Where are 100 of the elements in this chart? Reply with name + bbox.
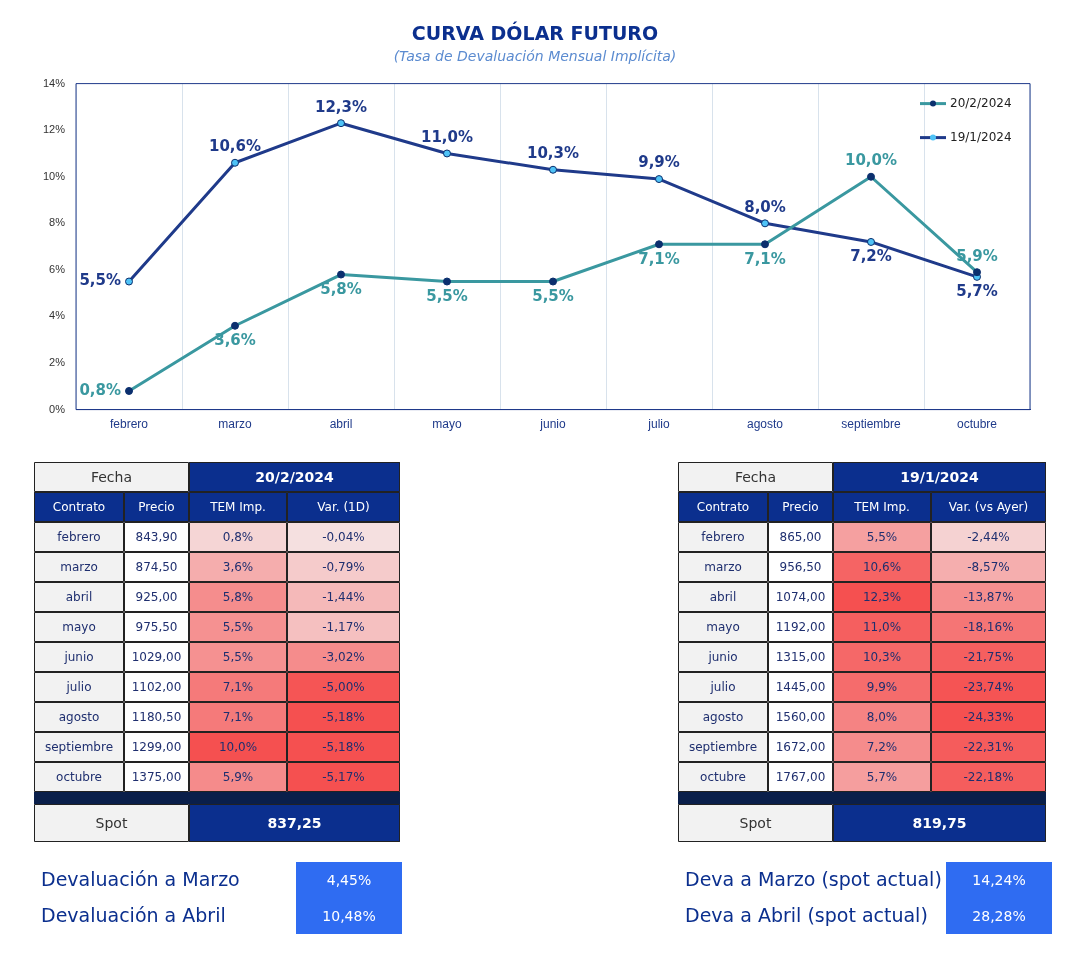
- data-label: 10,3%: [862, 650, 902, 665]
- data-label: 5,5%: [532, 286, 574, 305]
- y-tick-label: junio: [63, 650, 94, 665]
- data-label: -5,00%: [322, 680, 365, 695]
- point: [867, 237, 875, 246]
- data-label: 5,9%: [222, 770, 254, 785]
- data-label: 7,1%: [222, 710, 254, 725]
- text: 819,75: [912, 814, 967, 831]
- data-label: -1,17%: [322, 620, 365, 635]
- y-axis-title: Contrato: [696, 500, 750, 515]
- data-label: 5,5%: [426, 286, 468, 305]
- x-tick-label: TEM Imp.: [853, 500, 910, 515]
- data-label: 843,90: [135, 530, 178, 545]
- data-label: -18,16%: [963, 620, 1014, 635]
- y-tick-label: octubre: [700, 770, 746, 785]
- data-label: -1,44%: [322, 590, 365, 605]
- x-tick-label: junio: [539, 417, 567, 432]
- y-tick-label: junio: [707, 650, 738, 665]
- data-label: 7,1%: [638, 249, 680, 268]
- data-label: 7,2%: [850, 247, 892, 266]
- point: [125, 277, 134, 286]
- y-tick-label: 6%: [49, 262, 66, 275]
- data-label: 0,8%: [222, 530, 254, 545]
- point: [549, 165, 558, 174]
- data-label: -5,18%: [322, 710, 365, 725]
- y-tick-label: julio: [709, 680, 736, 695]
- data-label: -22,31%: [963, 740, 1014, 755]
- data-label: 1767,00: [775, 770, 826, 785]
- data-label: 10,0%: [218, 740, 258, 755]
- data-label: -22,18%: [963, 770, 1014, 785]
- data-label: 1074,00: [775, 590, 826, 605]
- data-label: 5,7%: [956, 282, 998, 301]
- data-label: 7,2%: [866, 740, 898, 755]
- data-label: 1102,00: [131, 680, 182, 695]
- data-label: 1192,00: [775, 620, 826, 635]
- data-label: 956,50: [779, 560, 822, 575]
- data-label: -21,75%: [963, 650, 1014, 665]
- y-tick-label: octubre: [56, 770, 102, 785]
- data-label: 5,5%: [222, 650, 254, 665]
- data-label: 3,6%: [214, 331, 256, 350]
- data-label: 5,8%: [222, 590, 254, 605]
- text: Spot: [739, 814, 772, 831]
- chart-title: 19/1/2024: [900, 468, 979, 485]
- data-label: 7,1%: [744, 249, 786, 268]
- y-tick-label: agosto: [702, 710, 744, 725]
- data-label: 11,0%: [862, 620, 902, 635]
- data-label: -2,44%: [967, 530, 1010, 545]
- data-label: 7,1%: [222, 680, 254, 695]
- data-label: -23,74%: [963, 680, 1014, 695]
- y-tick-label: 2%: [49, 356, 66, 369]
- text: Spot: [95, 814, 128, 831]
- data-label: 11,0%: [420, 127, 474, 146]
- y-tick-label: 0%: [49, 402, 66, 415]
- point: [443, 149, 452, 158]
- data-label: 5,5%: [79, 271, 122, 290]
- y-tick-label: 14%: [42, 76, 66, 89]
- data-label: 5,7%: [866, 770, 898, 785]
- data-label: 1375,00: [131, 770, 182, 785]
- x-tick-label: octubre: [956, 417, 998, 432]
- y-tick-label: abril: [65, 590, 93, 605]
- data-label: 925,00: [135, 590, 178, 605]
- category-label: Deva a Marzo (spot actual): [685, 867, 942, 890]
- y-tick-label: 8%: [49, 216, 66, 229]
- x-tick-label: julio: [647, 417, 670, 432]
- text: Fecha: [90, 468, 133, 485]
- point: [231, 158, 240, 167]
- data-label: 10,6%: [862, 560, 902, 575]
- data-label: -0,79%: [322, 560, 365, 575]
- x-tick-label: septiembre: [841, 417, 901, 432]
- category-label: Devaluación a Marzo: [41, 867, 240, 890]
- text: 837,25: [267, 814, 322, 831]
- y-axis-title: Contrato: [52, 500, 106, 515]
- data-label: 9,9%: [866, 680, 898, 695]
- data-label: 975,50: [135, 620, 178, 635]
- x-tick-label: mayo: [432, 417, 463, 432]
- data-label: 5,5%: [866, 530, 898, 545]
- text: Fecha: [734, 468, 777, 485]
- y-tick-label: abril: [709, 590, 737, 605]
- data-label: 8,0%: [744, 197, 786, 216]
- text: 14,24%: [972, 871, 1026, 888]
- chart-subtitle: (Tasa de Devaluación Mensual Implícita): [393, 47, 677, 64]
- data-label: -8,57%: [967, 560, 1010, 575]
- data-label: 10,6%: [208, 137, 262, 156]
- y-tick-label: marzo: [704, 560, 742, 575]
- data-label: 1029,00: [131, 650, 182, 665]
- chart-title: CURVA DÓLAR FUTURO: [411, 21, 659, 45]
- x-tick-label: marzo: [218, 417, 253, 432]
- x-tick-label: Precio: [782, 500, 819, 515]
- y-tick-label: agosto: [58, 710, 100, 725]
- data-label: 10,0%: [844, 151, 898, 170]
- point: [655, 175, 664, 184]
- legend-label: 19/1/2024: [950, 129, 1012, 144]
- y-tick-label: 12%: [42, 123, 66, 136]
- data-label: 1445,00: [775, 680, 826, 695]
- data-label: 3,6%: [222, 560, 254, 575]
- chart-title: 20/2/2024: [255, 468, 334, 485]
- x-tick-label: febrero: [110, 417, 149, 432]
- x-tick-label: Var. (vs Ayer): [948, 500, 1029, 515]
- data-label: -5,18%: [322, 740, 365, 755]
- category-label: Devaluación a Abril: [41, 903, 226, 926]
